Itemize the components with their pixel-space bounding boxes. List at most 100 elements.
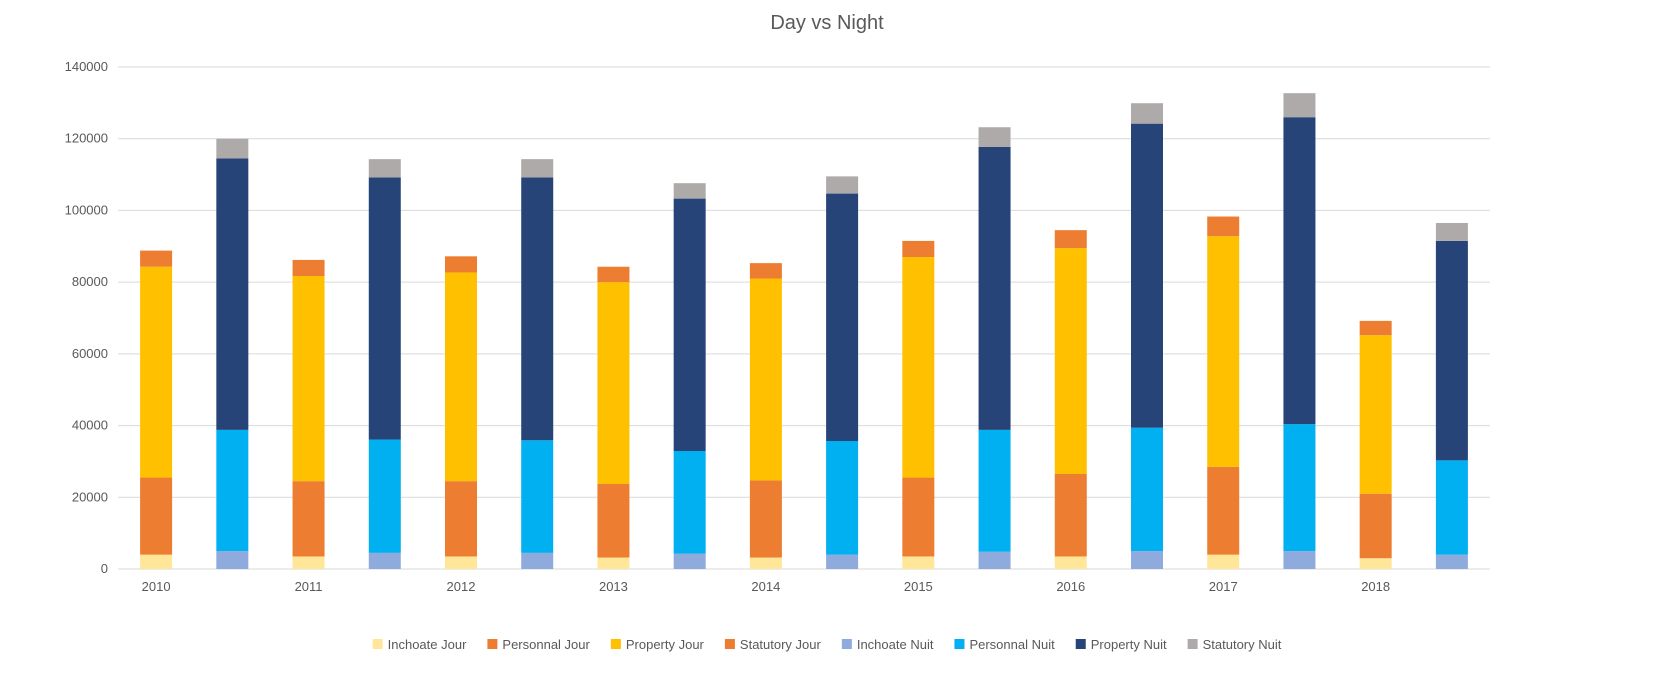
y-tick-label: 120000 [65,131,108,146]
bar-segment-personnal-nuit-2015 [978,429,1011,552]
bar-segment-inchoate-jour-2010 [140,554,173,569]
y-tick-label: 140000 [65,59,108,74]
bar-segment-inchoate-jour-2016 [1054,556,1087,569]
bar-segment-inchoate-nuit-2015 [978,551,1011,569]
bar-segment-inchoate-nuit-2018 [1435,554,1468,569]
legend-swatch-personnal-nuit [954,639,965,649]
bar-segment-personnal-jour-2016 [1054,473,1087,557]
legend-label-statutory-jour: Statutory Jour [740,637,822,652]
bar-segment-inchoate-jour-2013 [597,557,630,569]
bar-segment-property-nuit-2013 [673,198,706,452]
bar-segment-statutory-nuit-2017 [1283,93,1316,118]
legend-label-personnal-jour: Personnal Jour [502,637,590,652]
x-tick-label: 2010 [142,579,171,594]
bar-segment-personnal-jour-2012 [445,481,477,557]
legend-label-property-nuit: Property Nuit [1091,637,1167,652]
bar-segment-property-nuit-2012 [521,177,554,441]
y-tick-label: 20000 [72,489,108,504]
bar-segment-inchoate-jour-2014 [749,557,782,569]
bar-segment-inchoate-jour-2017 [1207,554,1240,569]
legend: Inchoate Jour Personnal Jour Property Jour… [372,637,1282,652]
bar-segment-inchoate-nuit-2012 [521,552,554,569]
legend-swatch-personnal-jour [487,639,498,649]
bar-segment-inchoate-jour-2012 [445,556,477,569]
bar-segment-personnal-nuit-2011 [368,439,401,553]
bar-segment-statutory-nuit-2012 [521,159,554,178]
x-tick-label: 2014 [751,579,780,594]
legend-swatch-statutory-jour [724,639,735,649]
bar-segment-personnal-nuit-2014 [826,440,859,555]
bar-segment-personnal-nuit-2010 [216,429,249,552]
legend-label-inchoate-jour: Inchoate Jour [388,637,467,652]
bar-segment-property-nuit-2010 [216,158,249,430]
bar-segment-personnal-nuit-2013 [673,451,706,554]
bar-segment-personnal-nuit-2017 [1283,424,1316,552]
x-axis-ticks: 2010 2011 2012 2013 2014 2015 2016 2017 2018 [142,579,1390,594]
y-tick-label: 80000 [72,274,108,289]
bar-segment-property-nuit-2016 [1131,123,1163,428]
bar-segment-personnal-jour-2013 [597,484,630,558]
bar-segment-personnal-nuit-2012 [521,440,554,553]
bar-segment-statutory-nuit-2010 [216,138,249,159]
bar-segment-statutory-nuit-2014 [826,176,859,194]
bar-segment-statutory-jour-2016 [1054,230,1087,249]
bar-segment-inchoate-jour-2018 [1359,558,1392,569]
legend-label-property-jour: Property Jour [626,637,705,652]
bar-segment-property-jour-2012 [445,272,477,482]
x-tick-label: 2011 [295,579,323,594]
bar-segment-statutory-nuit-2015 [978,127,1011,147]
x-tick-label: 2015 [904,579,933,594]
y-tick-label: 0 [101,561,108,576]
y-axis-ticks: 0 20000 40000 60000 80000 100000 120000 140000 [65,59,108,576]
bar-segment-inchoate-jour-2015 [902,556,935,569]
bar-segment-property-jour-2014 [749,278,782,481]
bar-segment-property-jour-2018 [1359,335,1392,494]
bars [140,93,1468,569]
bar-segment-statutory-jour-2014 [749,263,782,279]
x-tick-label: 2016 [1056,579,1085,594]
y-tick-label: 40000 [72,418,108,433]
bar-segment-statutory-jour-2018 [1359,320,1392,336]
bar-segment-inchoate-nuit-2011 [368,552,401,569]
bar-segment-personnal-jour-2017 [1207,466,1240,555]
bar-segment-personnal-nuit-2016 [1131,427,1163,552]
chart-title: Day vs Night [770,12,884,34]
bar-segment-personnal-jour-2015 [902,477,935,557]
legend-swatch-inchoate-jour [372,639,383,649]
x-tick-label: 2012 [447,579,476,594]
bar-segment-statutory-nuit-2016 [1131,103,1163,124]
bar-segment-inchoate-nuit-2010 [216,551,249,569]
gridlines [118,66,1490,570]
bar-segment-property-jour-2015 [902,257,935,478]
bar-segment-personnal-jour-2018 [1359,493,1392,559]
bar-segment-personnal-jour-2010 [140,477,173,555]
bar-segment-personnal-jour-2011 [292,481,325,557]
legend-swatch-property-jour [610,639,621,649]
bar-segment-property-jour-2017 [1207,236,1240,467]
bar-segment-personnal-jour-2014 [749,480,782,558]
bar-segment-statutory-nuit-2013 [673,183,706,199]
bar-segment-personnal-nuit-2018 [1435,460,1468,555]
bar-segment-property-jour-2010 [140,266,173,478]
legend-label-personnal-nuit: Personnal Nuit [969,637,1055,652]
bar-segment-statutory-nuit-2018 [1435,222,1468,241]
x-tick-label: 2013 [599,579,628,594]
bar-segment-inchoate-nuit-2016 [1131,551,1163,569]
bar-segment-statutory-jour-2011 [292,259,325,277]
bar-segment-inchoate-nuit-2017 [1283,551,1316,569]
bar-segment-property-nuit-2014 [826,193,859,441]
bar-segment-statutory-nuit-2011 [368,159,401,178]
bar-segment-property-nuit-2017 [1283,117,1316,425]
bar-segment-inchoate-nuit-2014 [826,554,859,569]
legend-label-inchoate-nuit: Inchoate Nuit [857,637,934,652]
bar-segment-inchoate-nuit-2013 [673,553,706,569]
bar-segment-inchoate-jour-2011 [292,556,325,569]
legend-label-statutory-nuit: Statutory Nuit [1203,637,1282,652]
bar-segment-statutory-jour-2015 [902,240,935,258]
x-tick-label: 2017 [1209,579,1238,594]
bar-segment-statutory-jour-2013 [597,266,630,283]
bar-segment-statutory-jour-2012 [445,256,477,273]
bar-segment-property-jour-2013 [597,282,630,485]
